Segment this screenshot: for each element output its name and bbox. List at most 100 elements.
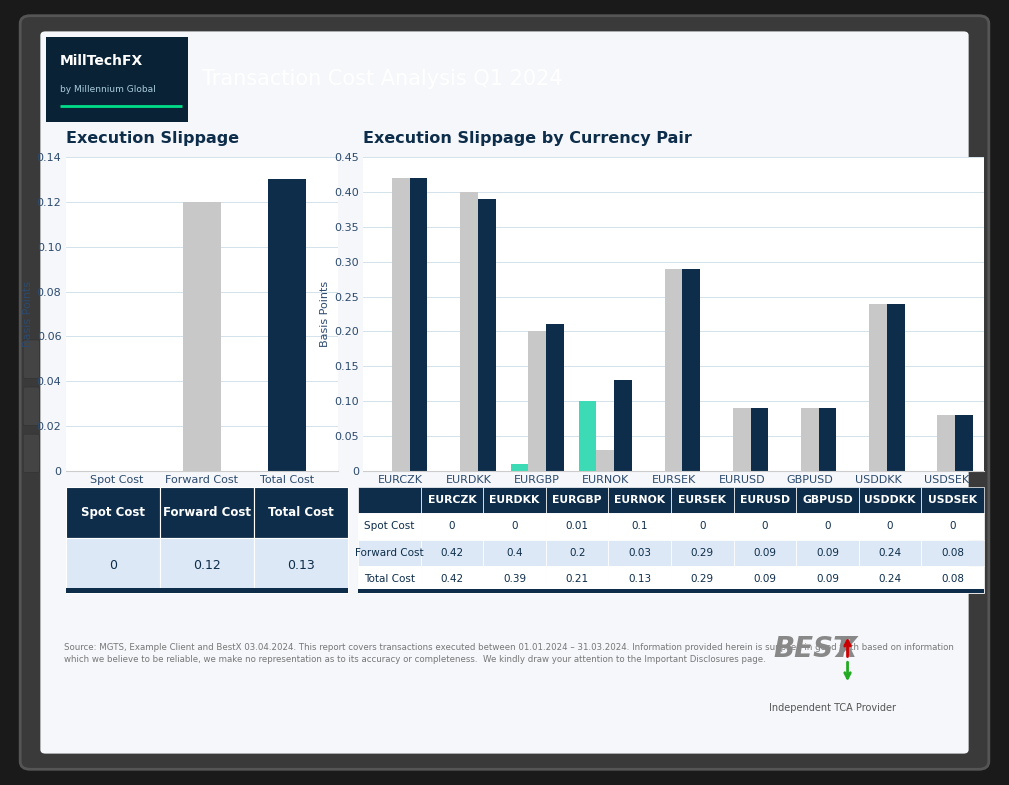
Text: Source: MGTS, Example Client and BestX 03.04.2024. This report covers transactio: Source: MGTS, Example Client and BestX 0…	[65, 643, 955, 664]
Bar	[483, 487, 546, 513]
Text: EURCZK: EURCZK	[428, 495, 476, 505]
Bar	[358, 487, 421, 513]
Bar	[608, 540, 671, 566]
Text: by Millennium Global: by Millennium Global	[61, 85, 156, 94]
Bar	[511, 464, 529, 471]
Bar	[671, 487, 734, 513]
Text: 0: 0	[949, 521, 956, 531]
FancyBboxPatch shape	[46, 37, 189, 122]
Bar	[358, 589, 984, 593]
Text: EURUSD: EURUSD	[740, 495, 790, 505]
Bar	[608, 566, 671, 593]
Text: 0.39: 0.39	[503, 575, 526, 584]
Text: 0.1: 0.1	[632, 521, 648, 531]
Text: Forward Cost: Forward Cost	[355, 548, 424, 558]
Bar	[818, 408, 836, 471]
Bar	[546, 487, 608, 513]
Text: 0.29: 0.29	[691, 548, 713, 558]
Bar	[483, 513, 546, 540]
Bar	[410, 178, 428, 471]
Bar	[254, 487, 348, 538]
Text: 0.24: 0.24	[879, 575, 901, 584]
Text: 0.01: 0.01	[566, 521, 588, 531]
Text: BEST: BEST	[774, 634, 853, 663]
Text: Total Cost: Total Cost	[268, 506, 334, 519]
Bar	[421, 487, 483, 513]
Bar	[682, 268, 700, 471]
Bar	[460, 192, 478, 471]
Text: 0.09: 0.09	[816, 548, 838, 558]
Bar	[887, 304, 905, 471]
Text: 0.29: 0.29	[691, 575, 713, 584]
Bar	[734, 566, 796, 593]
FancyBboxPatch shape	[23, 387, 39, 425]
Text: 0.12: 0.12	[193, 559, 221, 571]
Text: Spot Cost: Spot Cost	[364, 521, 415, 531]
Bar	[358, 566, 421, 593]
FancyBboxPatch shape	[40, 31, 969, 754]
Text: 0.42: 0.42	[441, 575, 463, 584]
FancyBboxPatch shape	[23, 340, 39, 378]
Bar	[546, 324, 564, 471]
Text: 0: 0	[824, 521, 830, 531]
Bar	[546, 513, 608, 540]
Text: 0.13: 0.13	[629, 575, 651, 584]
Bar	[159, 487, 254, 538]
Bar	[671, 566, 734, 593]
Text: MillTechFX: MillTechFX	[61, 53, 143, 68]
Legend: Spot, Forward, Total: Spot, Forward, Total	[565, 490, 782, 509]
Text: 0: 0	[109, 559, 117, 571]
Text: X: X	[835, 634, 857, 663]
Bar	[614, 380, 632, 471]
Text: Transaction Cost Analysis Q1 2024: Transaction Cost Analysis Q1 2024	[202, 69, 563, 89]
Bar	[751, 408, 768, 471]
Bar	[734, 540, 796, 566]
Bar	[869, 304, 887, 471]
Text: USDSEK: USDSEK	[928, 495, 977, 505]
Y-axis label: Basis Points: Basis Points	[320, 281, 330, 347]
Bar	[579, 401, 596, 471]
Bar	[956, 415, 973, 471]
Text: Forward Cost: Forward Cost	[162, 506, 251, 519]
Bar	[671, 540, 734, 566]
Text: Independent TCA Provider: Independent TCA Provider	[770, 703, 896, 714]
Text: EURSEK: EURSEK	[678, 495, 726, 505]
Text: 0.08: 0.08	[941, 548, 964, 558]
Bar	[66, 589, 348, 593]
Bar	[921, 540, 984, 566]
Text: 0: 0	[449, 521, 455, 531]
Text: Spot Cost: Spot Cost	[81, 506, 144, 519]
Text: 0.42: 0.42	[441, 548, 463, 558]
Text: 0.24: 0.24	[879, 548, 901, 558]
Bar	[478, 199, 495, 471]
Text: 0.2: 0.2	[569, 548, 585, 558]
Text: Execution Slippage: Execution Slippage	[66, 131, 239, 146]
Bar	[66, 538, 159, 593]
Bar	[801, 408, 818, 471]
Bar	[859, 487, 921, 513]
Text: USDDKK: USDDKK	[864, 495, 916, 505]
Bar	[183, 202, 221, 471]
Bar	[734, 513, 796, 540]
Bar	[921, 513, 984, 540]
Bar	[421, 513, 483, 540]
Bar	[859, 513, 921, 540]
Text: 0.09: 0.09	[754, 548, 776, 558]
Bar	[671, 513, 734, 540]
Bar	[254, 538, 348, 593]
Bar	[66, 487, 159, 538]
Bar	[483, 566, 546, 593]
Text: 0: 0	[512, 521, 518, 531]
Bar	[608, 513, 671, 540]
Bar	[937, 415, 956, 471]
Text: 0.13: 0.13	[288, 559, 315, 571]
Text: 0.09: 0.09	[754, 575, 776, 584]
Bar	[796, 513, 859, 540]
Bar	[734, 487, 796, 513]
Bar	[665, 268, 682, 471]
Text: 0.09: 0.09	[816, 575, 838, 584]
Bar	[859, 566, 921, 593]
Text: Execution Slippage by Currency Pair: Execution Slippage by Currency Pair	[363, 131, 692, 146]
Bar	[796, 487, 859, 513]
Text: 0: 0	[887, 521, 893, 531]
